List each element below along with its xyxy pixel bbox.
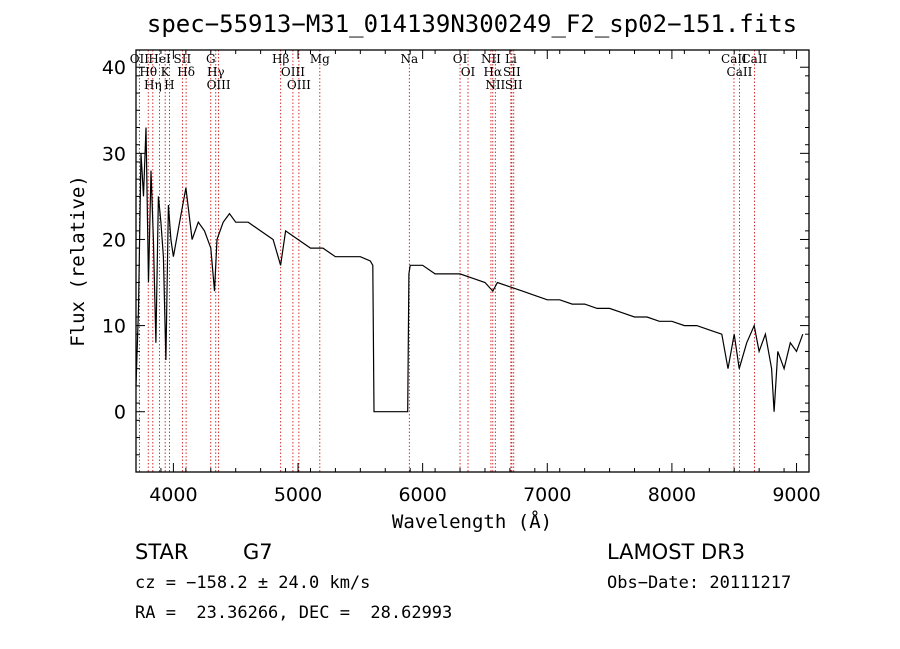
line-marker-label: OIII [287,78,311,92]
line-marker-label: Hη [144,78,162,92]
line-marker-label: OII [130,52,150,66]
y-tick-label: 0 [114,402,126,424]
obs-date: Obs−Date: 20111217 [607,573,792,593]
y-tick-label: 30 [102,143,126,165]
y-tick-label: 20 [102,229,126,251]
line-marker-label: K [161,65,171,79]
line-marker-label: SII [174,52,192,66]
x-axis-label: Wavelength (Å) [392,510,552,533]
line-marker-label: SII [503,65,521,79]
line-marker-label: G [206,52,216,66]
line-marker-label: CaII [727,65,753,79]
line-marker-label: H [164,78,174,92]
line-marker-label: OIII [281,65,305,79]
line-marker-label: OIII [207,78,231,92]
line-marker-label: Hθ [139,65,157,79]
line-marker-label: NII [485,78,505,92]
chart-title: spec−55913−M31_014139N300249_F2_sp02−151… [147,10,797,38]
line-markers [138,50,755,472]
redshift-cz: cz = −158.2 ± 24.0 km/s [135,573,371,593]
line-marker-label: Hδ [177,65,195,79]
x-tick-label: 8000 [648,484,696,506]
y-tick-label: 10 [102,316,126,338]
plot-frame [135,49,810,473]
line-marker-label: CaII [721,52,747,66]
y-axis-ticks: 0 10 20 30 40 [102,57,809,456]
line-marker-label: Hα [484,65,503,79]
coordinates: RA = 23.36266, DEC = 28.62993 [135,603,453,623]
x-tick-label: 6000 [398,484,446,506]
y-axis-label: Flux (relative) [67,175,89,347]
line-marker-label: Li [505,52,517,66]
line-marker-label: HeI [148,52,171,66]
line-marker-label: Na [400,52,418,66]
x-tick-label: 9000 [772,484,820,506]
line-marker-label: CaII [741,52,767,66]
y-tick-label: 40 [102,57,126,79]
line-marker-label: OI [453,52,468,66]
object-class: STAR [135,540,189,564]
line-marker-label: Hβ [272,52,289,66]
x-tick-label: 5000 [274,484,322,506]
x-tick-label: 7000 [523,484,571,506]
line-marker-label: Hγ [207,65,225,79]
x-axis-ticks: 4000 5000 6000 7000 8000 9000 [135,50,821,506]
line-marker-label: NII [481,52,501,66]
object-subclass: G7 [243,540,273,564]
line-marker-label: SII [505,78,523,92]
line-marker-label: Mg [310,52,330,66]
x-tick-label: 4000 [149,484,197,506]
survey-name: LAMOST DR3 [607,540,746,564]
line-marker-label: OI [461,65,476,79]
spectrum-line [135,127,804,413]
